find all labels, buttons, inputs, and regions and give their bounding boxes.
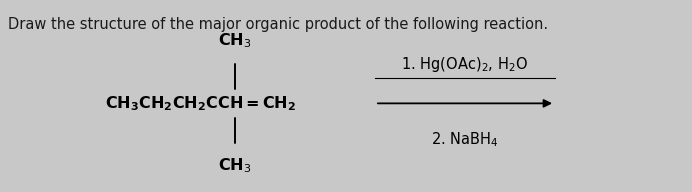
Text: CH$_3$: CH$_3$: [218, 156, 252, 175]
Text: CH$_3$: CH$_3$: [218, 31, 252, 50]
Text: Draw the structure of the major organic product of the following reaction.: Draw the structure of the major organic …: [8, 17, 548, 32]
Text: $\mathbf{CH_3CH_2CH_2CCH{=}CH_2}$: $\mathbf{CH_3CH_2CH_2CCH{=}CH_2}$: [105, 94, 296, 113]
Text: 1. Hg(OAc)$_2$, H$_2$O: 1. Hg(OAc)$_2$, H$_2$O: [401, 55, 529, 74]
Text: 2. NaBH$_4$: 2. NaBH$_4$: [431, 131, 499, 149]
